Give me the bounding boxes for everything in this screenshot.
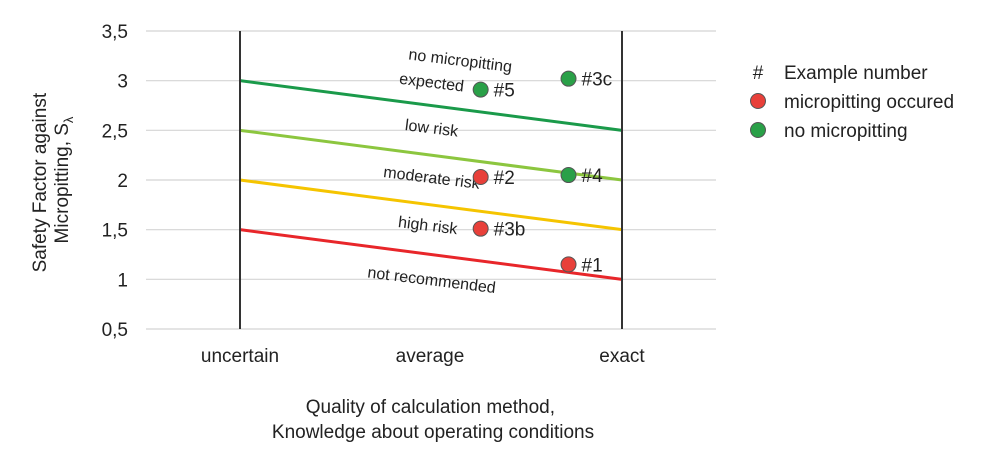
zone-label-4: high risk: [397, 214, 459, 238]
point-label-3b: #3b: [494, 220, 526, 241]
y-tick-label: 1,5: [102, 221, 128, 242]
legend-label-1: micropitting occured: [784, 92, 954, 113]
y-axis-title-subscript: λ: [61, 116, 76, 123]
legend-label-2: no micropitting: [784, 121, 908, 142]
point-label-1: #1: [582, 255, 603, 276]
data-point-5: [472, 81, 489, 98]
legend-green-dot: [750, 122, 766, 138]
x-tick-label-uncertain: uncertain: [201, 346, 279, 367]
data-points: #5 #3c #2 #4 #3b #1: [472, 70, 613, 276]
x-axis-ticks: uncertain average exact: [201, 346, 646, 367]
legend-red-dot: [750, 93, 766, 109]
y-tick-label: 2,5: [102, 121, 128, 142]
y-tick-label: 3: [117, 72, 128, 93]
point-label-4: #4: [582, 166, 604, 187]
zone-label-0: no micropitting: [408, 47, 513, 77]
data-point-3b: [472, 220, 489, 237]
no-micropitting-boundary: [239, 79, 623, 132]
x-tick-label-exact: exact: [599, 346, 645, 367]
x-axis-title-line-2: Knowledge about operating conditions: [272, 422, 594, 443]
zone-label-3: moderate risk: [382, 164, 481, 193]
point-label-5: #5: [494, 81, 515, 102]
data-point-2: [472, 169, 489, 186]
zone-label-2: low risk: [404, 117, 460, 140]
zone-label-1: expected: [398, 71, 465, 96]
category-lines: [239, 31, 623, 329]
x-tick-label-average: average: [396, 346, 465, 367]
data-point-3c: [560, 70, 577, 87]
x-axis-title: Quality of calculation method, Knowledge…: [272, 397, 594, 443]
zone-label-5: not recommended: [367, 265, 497, 298]
legend: # Example number micropitting occured no mi…: [750, 63, 954, 142]
data-point-1: [560, 256, 577, 273]
point-label-2: #2: [494, 168, 515, 189]
risk-boundaries: [239, 79, 623, 281]
data-point-4: [560, 167, 577, 184]
y-axis-title-line-2: Micropitting, S: [52, 123, 73, 243]
y-tick-label: 2: [117, 171, 128, 192]
moderate-risk-boundary: [239, 178, 623, 232]
y-axis-title: Safety Factor against Micropitting, Sλ: [30, 88, 76, 273]
low-risk-boundary: [239, 128, 623, 182]
y-tick-label: 0,5: [102, 320, 128, 341]
legend-label-0: Example number: [784, 63, 928, 84]
x-axis-title-line-1: Quality of calculation method,: [306, 397, 555, 418]
y-tick-label: 3,5: [102, 22, 128, 43]
y-tick-label: 1: [117, 270, 128, 291]
y-axis-ticks: 0,5 1 1,5 2 2,5 3 3,5: [102, 22, 128, 341]
legend-hash-symbol: #: [753, 63, 764, 84]
point-label-3c: #3c: [582, 70, 613, 91]
y-axis-title-line-1: Safety Factor against: [30, 92, 51, 272]
high-risk-boundary: [239, 228, 623, 281]
